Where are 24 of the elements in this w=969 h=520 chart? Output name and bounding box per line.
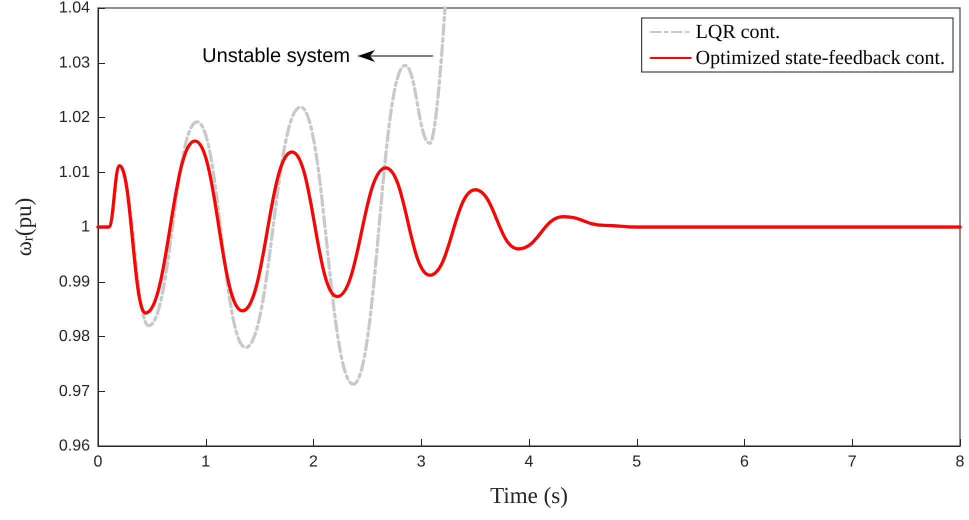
y-tick-label: 1.01 — [58, 164, 90, 181]
y-tick-label: 0.97 — [58, 382, 90, 400]
x-tick-label: 5 — [632, 454, 642, 470]
x-tick-label: 8 — [956, 454, 965, 470]
legend-label: Optimized state-feedback cont. — [696, 47, 946, 69]
y-tick-label: 1.02 — [58, 109, 90, 126]
y-tick-label: 0.96 — [58, 438, 90, 454]
x-tick-label: 1 — [201, 454, 210, 470]
legend-label: LQR cont. — [696, 21, 780, 43]
y-tick-label: 0.99 — [58, 273, 90, 290]
x-tick-label: 4 — [524, 454, 534, 470]
y-tick-label: 1 — [81, 218, 90, 236]
y-tick-label: 1.04 — [58, 0, 90, 16]
line-series — [96, 139, 962, 315]
y-tick-label: 0.98 — [58, 328, 90, 345]
y-tick-label: 1.03 — [58, 54, 90, 72]
x-tick-label: 3 — [416, 454, 426, 470]
y-axis-title: ωr(pu) — [11, 198, 36, 256]
annotation: Unstable system — [202, 45, 350, 67]
x-tick-label: 2 — [309, 454, 318, 470]
x-axis-title: Time (s) — [490, 483, 568, 508]
x-tick-label: 6 — [740, 454, 750, 470]
x-tick-label: 0 — [94, 454, 103, 470]
x-tick-label: 7 — [848, 454, 857, 470]
